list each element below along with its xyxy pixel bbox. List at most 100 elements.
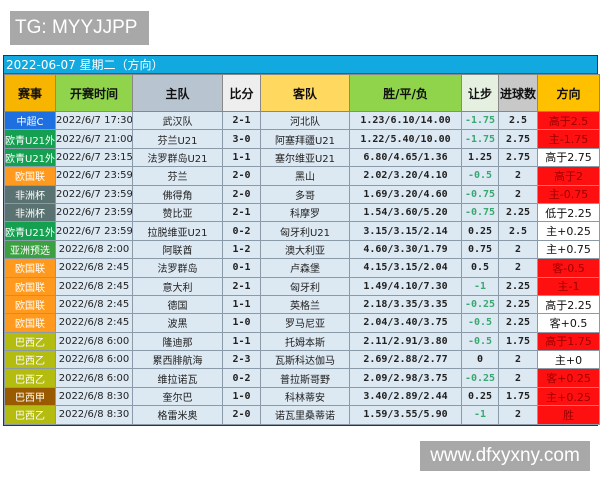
cell-score: 0-1 [222, 258, 261, 278]
cell-odds: 2.02/3.20/4.10 [349, 166, 462, 186]
cell-league: 欧国联 [4, 313, 56, 333]
cell-handicap: -1.75 [461, 110, 499, 131]
table-row: 巴西乙 2022/6/8 6:00 累西腓航海 2-3 瓦斯科达伽马 2.69/2.88/… [4, 350, 600, 370]
cell-handicap: 0.25 [461, 386, 499, 407]
cell-handicap: -0.25 [461, 294, 499, 315]
cell-odds: 1.69/3.20/4.60 [349, 184, 462, 204]
cell-score: 2-0 [222, 184, 261, 204]
cell-odds: 2.11/2.91/3.80 [349, 331, 462, 352]
cell-odds: 6.80/4.65/1.36 [349, 147, 462, 168]
cell-away: 匈牙利 [260, 276, 350, 296]
cell-home: 法罗群岛 [132, 258, 223, 278]
cell-direction: 主-1 [537, 276, 600, 296]
cell-score: 1-0 [222, 313, 261, 333]
cell-goals: 2 [498, 258, 538, 278]
table-row: 巴西乙 2022/6/8 6:00 隆迪那 1-1 托姆本斯 2.11/2.91/3.80… [4, 331, 600, 352]
cell-odds: 2.04/3.40/3.75 [349, 313, 462, 333]
cell-league: 巴西乙 [4, 331, 56, 352]
table-row: 欧国联 2022/6/8 2:45 意大利 2-1 匈牙利 1.49/4.10/7.30-… [4, 276, 600, 296]
cell-score: 0-2 [222, 368, 261, 388]
table-row: 亚洲预选 2022/6/8 2:00 阿联酋 1-2 澳大利亚 4.60/3.30/1.7… [4, 239, 600, 260]
cell-score: 3-0 [222, 129, 261, 149]
cell-goals: 2.5 [498, 221, 538, 241]
cell-home: 格雷米奥 [132, 405, 223, 425]
cell-away: 澳大利亚 [260, 239, 350, 260]
cell-away: 罗马尼亚 [260, 313, 350, 333]
cell-league: 亚洲预选 [4, 239, 56, 260]
cell-score: 1-1 [222, 294, 261, 315]
cell-direction: 高于2 [537, 166, 600, 186]
header-time: 开赛时间 [55, 74, 133, 112]
cell-away: 瓦斯科达伽马 [260, 350, 350, 370]
header-league: 赛事 [4, 74, 56, 112]
cell-away: 阿塞拜疆U21 [260, 129, 350, 149]
cell-time: 2022/6/8 8:30 [55, 405, 133, 425]
table-row: 欧青U21外 2022/6/7 23:59 拉脱维亚U21 0-2 匈牙利U21 3.15… [4, 221, 600, 241]
cell-league: 巴西乙 [4, 405, 56, 425]
cell-score: 2-0 [222, 405, 261, 425]
cell-home: 拉脱维亚U21 [132, 221, 223, 241]
cell-goals: 2 [498, 350, 538, 370]
cell-away: 托姆本斯 [260, 331, 350, 352]
cell-time: 2022/6/7 23:15 [55, 147, 133, 168]
cell-odds: 2.18/3.35/3.35 [349, 294, 462, 315]
cell-direction: 高于2.5 [537, 110, 600, 131]
cell-home: 芬兰 [132, 166, 223, 186]
header-score: 比分 [222, 74, 261, 112]
table-row: 非洲杯 2022/6/7 23:59 赞比亚 2-1 科摩罗 1.54/3.60/5.20… [4, 202, 600, 223]
cell-home: 佛得角 [132, 184, 223, 204]
watermark-tg: TG: MYYJJPP [10, 11, 149, 45]
cell-time: 2022/6/7 17:30 [55, 110, 133, 131]
cell-odds: 3.40/2.89/2.44 [349, 386, 462, 407]
cell-direction: 主-1.75 [537, 129, 600, 149]
cell-goals: 1.75 [498, 331, 538, 352]
header-handicap: 让步 [461, 74, 499, 112]
cell-goals: 1.75 [498, 386, 538, 407]
cell-league: 欧青U21外 [4, 221, 56, 241]
table-row: 欧国联 2022/6/7 23:59 芬兰 2-0 黑山 2.02/3.20/4.10 -0… [4, 166, 600, 186]
cell-away: 多哥 [260, 184, 350, 204]
header-direction: 方向 [537, 74, 600, 112]
table-row: 欧青U21外 2022/6/7 21:00 芬兰U21 3-0 阿塞拜疆U21 1.22/… [4, 129, 600, 149]
cell-home: 隆迪那 [132, 331, 223, 352]
table-row: 巴西乙 2022/6/8 8:30 格雷米奥 2-0 诺瓦里桑蒂诺 1.59/3.55/5… [4, 405, 600, 425]
cell-away: 黑山 [260, 166, 350, 186]
cell-handicap: 1.25 [461, 147, 499, 168]
cell-time: 2022/6/8 2:00 [55, 239, 133, 260]
cell-league: 欧国联 [4, 166, 56, 186]
cell-goals: 2 [498, 184, 538, 204]
cell-handicap: -0.75 [461, 184, 499, 204]
cell-league: 欧国联 [4, 294, 56, 315]
cell-direction: 客+0.5 [537, 313, 600, 333]
cell-score: 1-0 [222, 386, 261, 407]
cell-direction: 主+0.75 [537, 239, 600, 260]
cell-handicap: -0.75 [461, 202, 499, 223]
cell-away: 卢森堡 [260, 258, 350, 278]
cell-direction: 主-0.75 [537, 184, 600, 204]
cell-home: 德国 [132, 294, 223, 315]
cell-home: 芬兰U21 [132, 129, 223, 149]
table-row: 欧国联 2022/6/8 2:45 德国 1-1 英格兰 2.18/3.35/3.35 -0… [4, 294, 600, 315]
cell-direction: 主+0.25 [537, 386, 600, 407]
cell-odds: 2.69/2.88/2.77 [349, 350, 462, 370]
cell-handicap: -0.5 [461, 166, 499, 186]
cell-score: 2-1 [222, 276, 261, 296]
cell-odds: 4.15/3.15/2.04 [349, 258, 462, 278]
cell-time: 2022/6/8 6:00 [55, 368, 133, 388]
cell-league: 非洲杯 [4, 184, 56, 204]
cell-handicap: -1.75 [461, 129, 499, 149]
table-row: 非洲杯 2022/6/7 23:59 佛得角 2-0 多哥 1.69/3.20/4.60-… [4, 184, 600, 204]
cell-handicap: 0.5 [461, 258, 499, 278]
cell-odds: 1.22/5.40/10.00 [349, 129, 462, 149]
cell-direction: 高于1.75 [537, 331, 600, 352]
cell-odds: 4.60/3.30/1.79 [349, 239, 462, 260]
cell-time: 2022/6/8 2:45 [55, 294, 133, 315]
header-away: 客队 [260, 74, 350, 112]
cell-goals: 2.25 [498, 313, 538, 333]
cell-direction: 客-0.5 [537, 258, 600, 278]
cell-handicap: -0.5 [461, 313, 499, 333]
cell-odds: 1.59/3.55/5.90 [349, 405, 462, 425]
table-title: 2022-06-07 星期二（方向） [4, 56, 597, 74]
cell-handicap: 0.25 [461, 221, 499, 241]
cell-time: 2022/6/8 6:00 [55, 331, 133, 352]
